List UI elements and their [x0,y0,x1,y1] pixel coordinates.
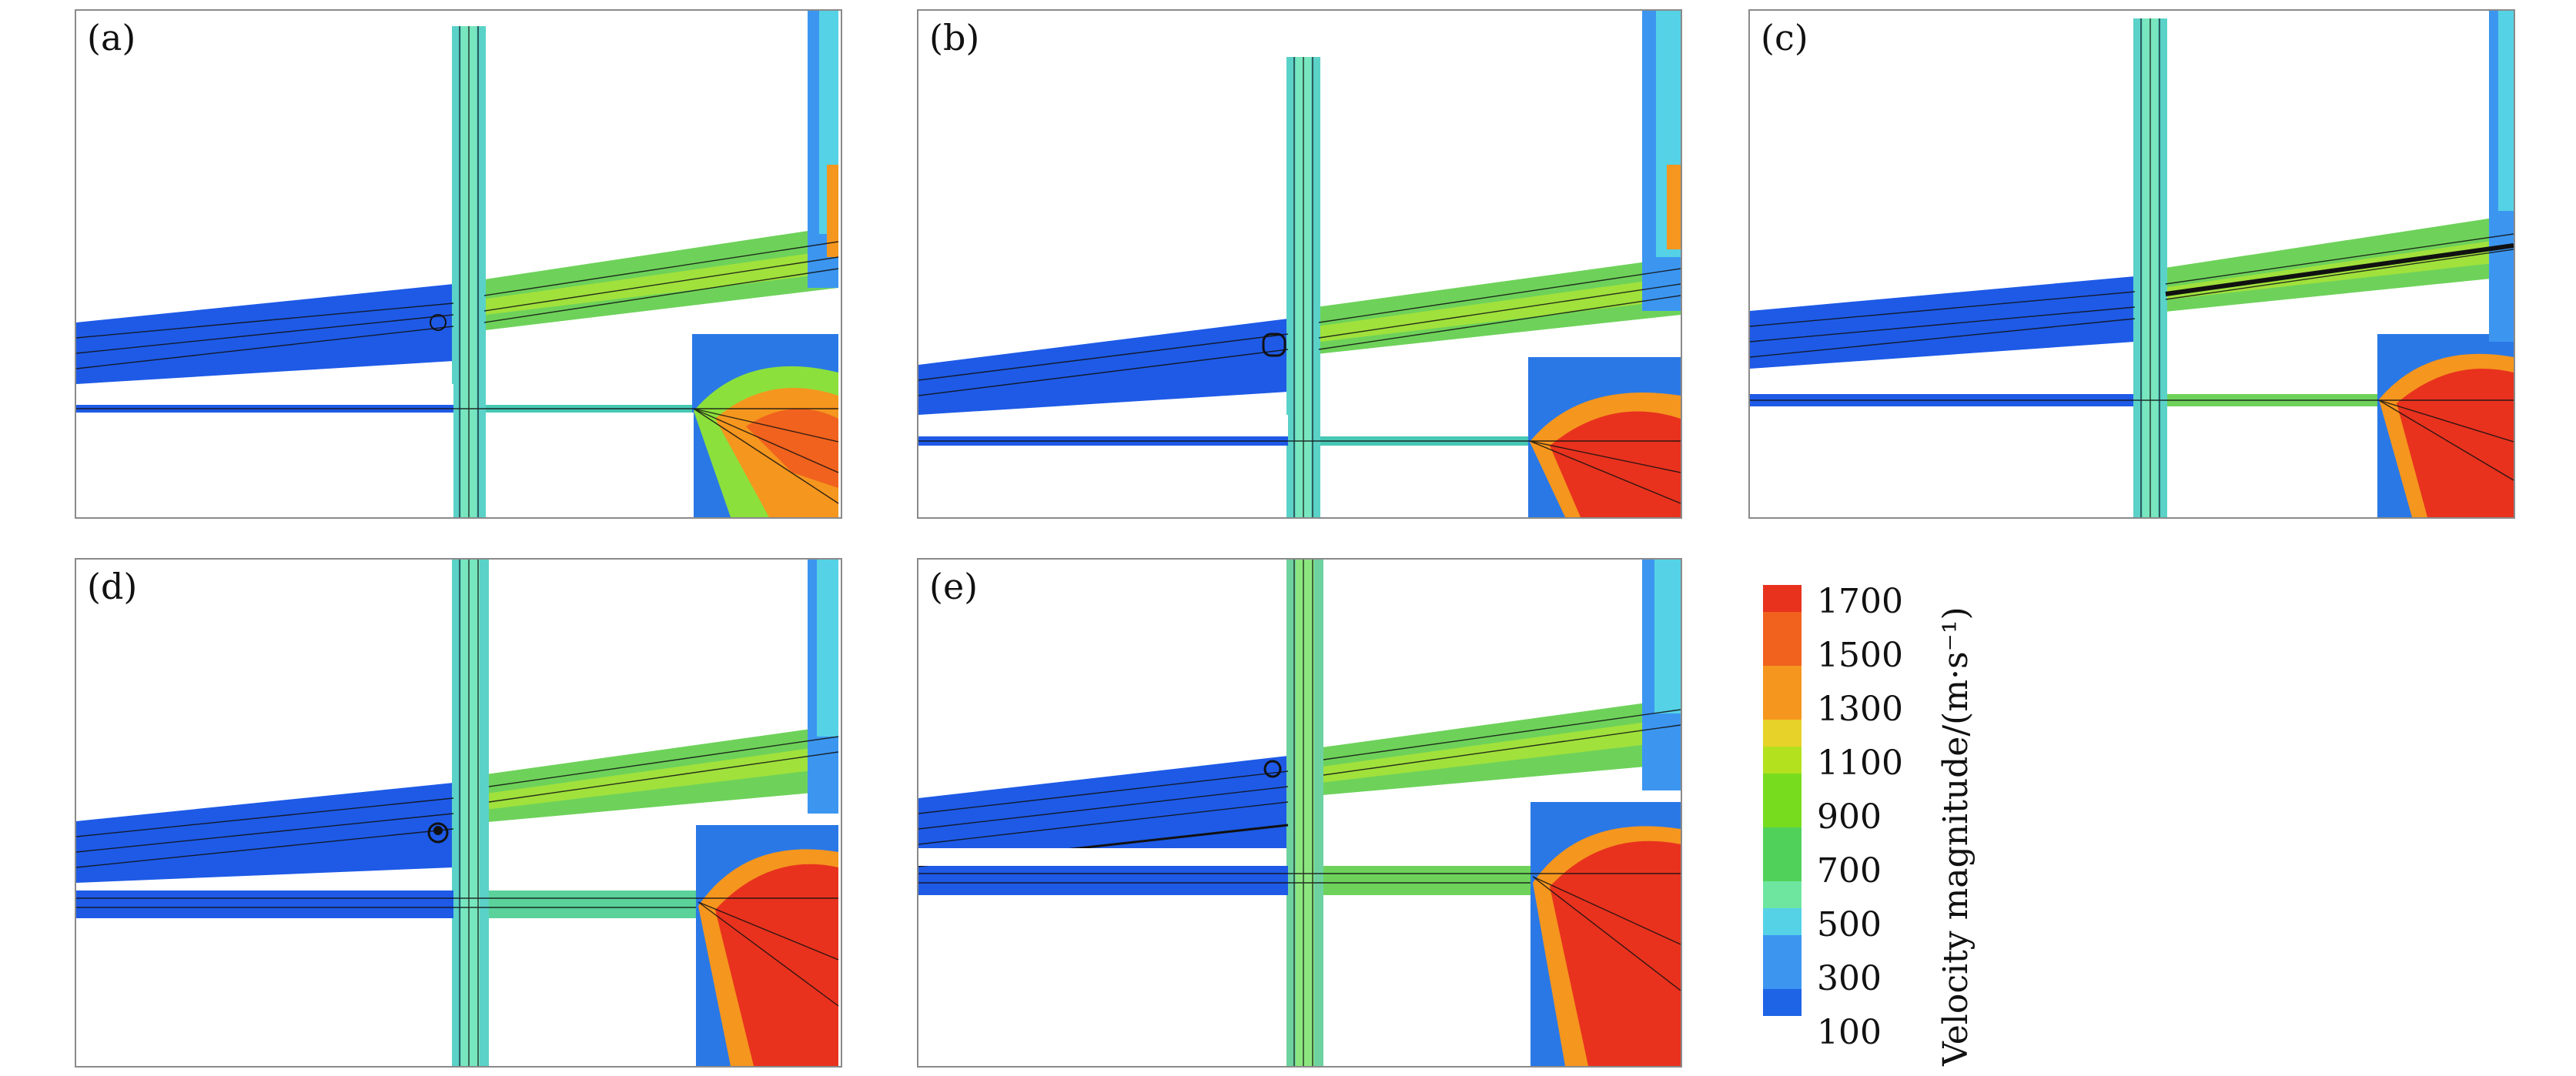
flow-field-c [1750,11,2514,517]
colorbar-swatch [1763,585,1802,639]
panel-d: (d) [75,558,842,1068]
colorbar-swatch [1763,854,1802,908]
colorbar-tick-label: 500 [1817,905,1882,944]
panel-c: (c) [1748,9,2515,519]
flow-field-d [76,560,839,1066]
colorbar-swatch [1763,639,1802,693]
colorbar-swatch [1763,908,1802,962]
panel-label: (e) [929,566,979,607]
panel-e: (e) [917,558,1682,1068]
panel-label: (a) [87,17,136,58]
colorbar-tick-label: 900 [1817,797,1882,837]
colorbar-tick-label: 1100 [1817,744,1903,783]
panel-label: (d) [87,566,138,607]
colorbar-swatch [1763,747,1802,800]
colorbar-tick-label: 100 [1817,1013,1882,1052]
colorbar-swatch [1763,962,1802,1016]
flow-field-a [76,11,839,517]
panel-label: (c) [1761,17,1808,58]
colorbar-title: Velocity magnitude/(m·s⁻¹) [1936,607,1975,1066]
colorbar-tick-label: 300 [1817,959,1882,998]
colorbar-tick-label: 700 [1817,851,1882,891]
colorbar: 1700 1500 1300 1100 900 700 500 300 100 [1763,582,1963,1052]
flow-field-e [918,560,1681,1066]
panel-b: (b) [917,9,1682,519]
colorbar-swatch [1763,800,1802,854]
colorbar-swatch [1763,693,1802,747]
panel-label: (b) [929,17,980,58]
flow-field-b [918,11,1681,517]
colorbar-tick-label: 1700 [1817,582,1903,621]
colorbar-tick-label: 1300 [1817,690,1903,729]
panel-a: (a) [75,9,842,519]
colorbar-tick-label: 1500 [1817,636,1903,675]
